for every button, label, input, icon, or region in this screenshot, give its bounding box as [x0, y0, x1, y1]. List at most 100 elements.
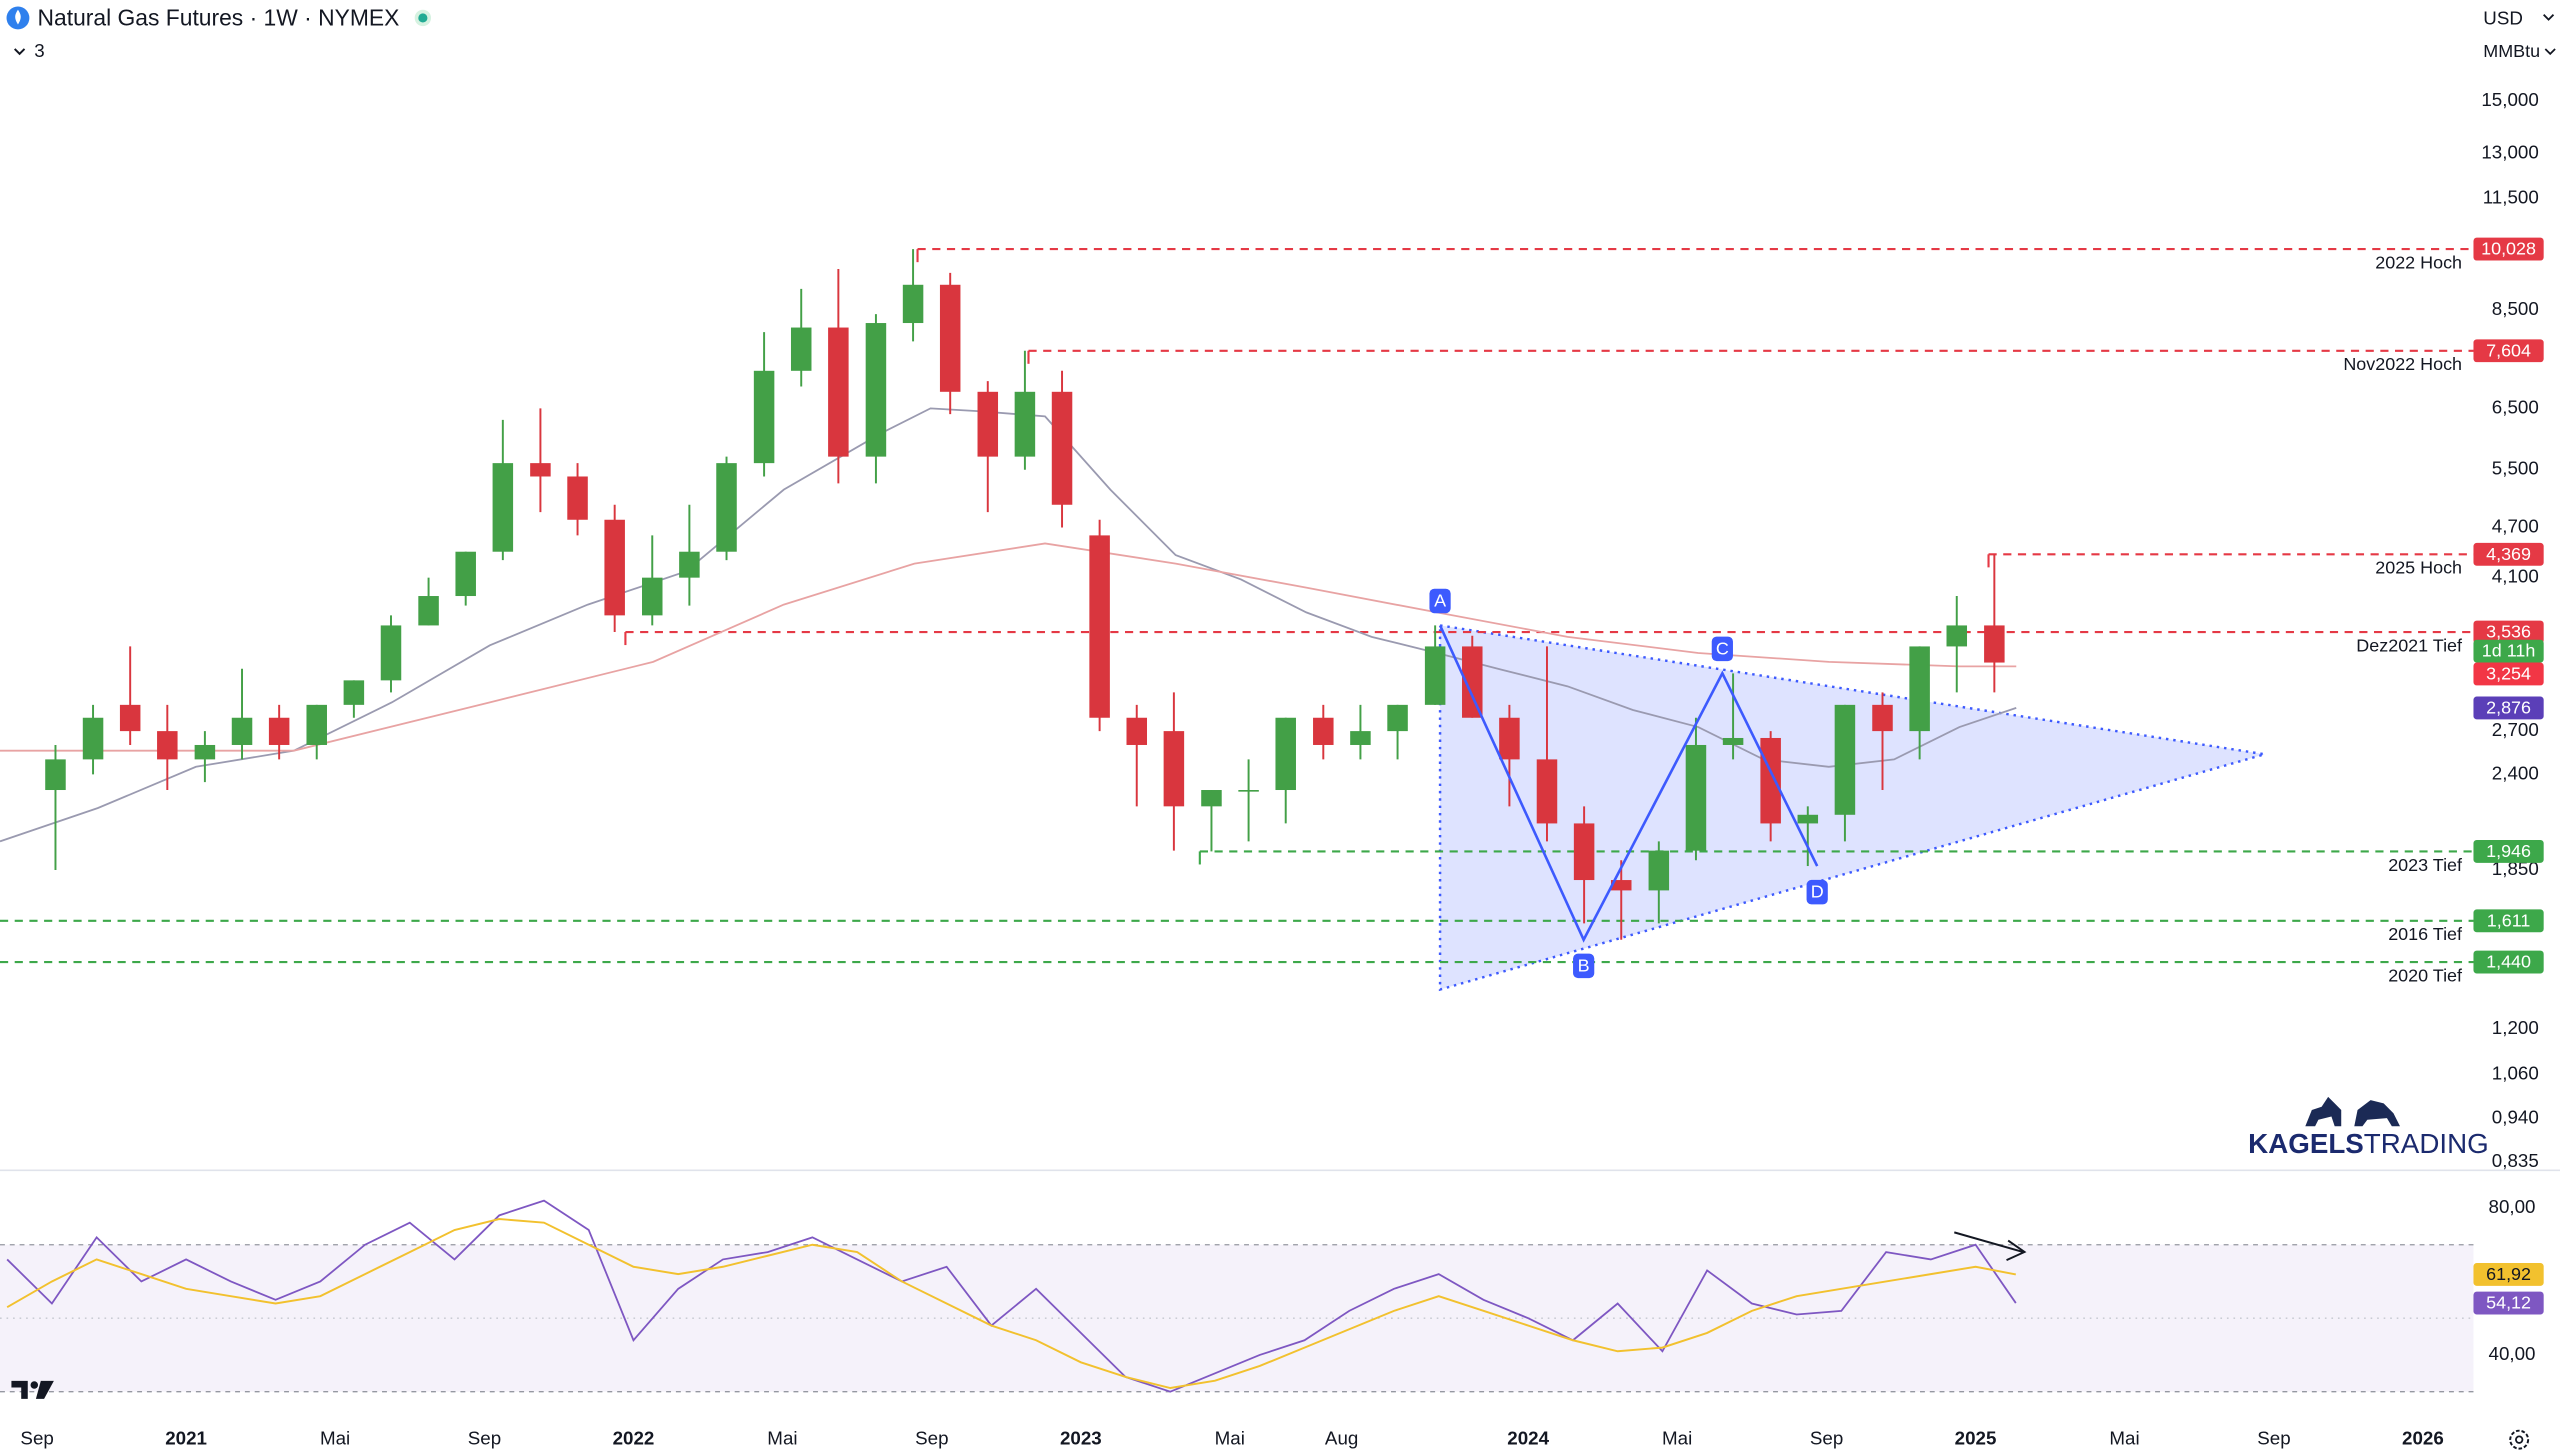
y-tick-label: 1,200 — [2492, 1017, 2539, 1038]
candle-body — [1909, 646, 1930, 732]
settings-button[interactable] — [2509, 1429, 2530, 1450]
level-tag-label: 4,369 — [2486, 544, 2531, 564]
candle-body — [82, 717, 104, 760]
y-tick-label: 5,500 — [2492, 458, 2539, 479]
candle-body — [45, 759, 66, 791]
candle-body — [343, 680, 365, 705]
candle-body — [1573, 823, 1595, 881]
level-tag — [2473, 950, 2544, 974]
rsi-tag — [2473, 1291, 2544, 1315]
candle-body — [1051, 391, 1073, 505]
candle-body — [1387, 704, 1408, 732]
y-tick-label: 13,000 — [2481, 142, 2538, 163]
pattern-point — [1711, 636, 1733, 662]
candle-body — [1238, 790, 1259, 792]
level-tag-label: 3,536 — [2486, 622, 2531, 642]
x-tick-label: 2026 — [2402, 1428, 2444, 1449]
y-tick-label: 15,000 — [2481, 89, 2538, 110]
candle-body — [1499, 717, 1520, 760]
level-name: 2023 Tief — [2388, 855, 2463, 875]
x-tick-label: Sep — [915, 1428, 948, 1449]
currency-chevron[interactable] — [2543, 14, 2555, 21]
x-tick-label: Sep — [468, 1428, 501, 1449]
candle-body — [306, 704, 327, 745]
candle-body — [1648, 850, 1670, 891]
pattern-label: A — [1434, 590, 1446, 610]
candle-body — [716, 463, 737, 552]
level-name: Dez2021 Tief — [2356, 635, 2463, 655]
candle-body — [642, 577, 663, 616]
x-tick-label: 2023 — [1060, 1428, 1102, 1449]
x-tick-label: Mai — [1215, 1428, 1245, 1449]
market-status[interactable] — [418, 13, 428, 23]
watermark-part: KAGELS — [2248, 1128, 2364, 1159]
watermark: KAGELSTRADING — [2248, 1096, 2489, 1159]
x-tick-label: Sep — [1810, 1428, 1843, 1449]
gear-outer — [2509, 1429, 2530, 1450]
candle-body — [530, 463, 551, 477]
level-tag-label: 7,604 — [2486, 340, 2531, 360]
candle-body — [1275, 717, 1296, 791]
y-tick-label: 4,100 — [2492, 566, 2539, 587]
candle-body — [1722, 737, 1744, 745]
countdown-tag — [2473, 639, 2544, 663]
rsi-arrow — [1954, 1231, 2027, 1262]
chart-title[interactable]: Natural Gas Futures · 1W · NYMEX — [38, 5, 400, 31]
price-tag — [2473, 696, 2544, 720]
candle-body — [828, 327, 849, 457]
level-name: 2020 Tief — [2388, 965, 2463, 985]
y-tick-label: 0,940 — [2492, 1107, 2539, 1128]
level-tag-label: 1,611 — [2487, 910, 2531, 930]
logo-part — [30, 1381, 39, 1389]
candle-body — [1536, 759, 1558, 824]
candle-body — [418, 596, 439, 626]
candle-body — [865, 323, 887, 457]
level-name: Nov2022 Hoch — [2343, 354, 2462, 374]
x-tick-label: Sep — [2257, 1428, 2290, 1449]
indicator-count[interactable]: 3 — [34, 40, 44, 61]
x-tick-label: Mai — [1662, 1428, 1692, 1449]
y-tick-label: 11,500 — [2483, 187, 2539, 208]
candle-body — [268, 717, 290, 745]
candle-body — [119, 704, 141, 732]
watermark-text: KAGELSTRADING — [2248, 1128, 2489, 1159]
logo-part — [11, 1380, 28, 1399]
y-tick-label: 4,700 — [2492, 515, 2539, 536]
countdown: 1d 11h — [2482, 641, 2536, 661]
level-name: 2022 Hoch — [2375, 253, 2462, 273]
abcd-pattern — [1438, 624, 1819, 943]
arrow-head — [2006, 1239, 2027, 1262]
arrow-shaft — [1954, 1231, 2024, 1253]
candle-body — [1760, 737, 1781, 824]
candle-body — [1014, 391, 1036, 457]
y-tick-label: 2,400 — [2492, 762, 2539, 783]
unit-chevron[interactable] — [2544, 48, 2556, 56]
currency[interactable]: USD — [2483, 8, 2523, 29]
tv-logo[interactable] — [11, 1380, 54, 1399]
x-tick-label: 2022 — [613, 1428, 655, 1449]
indicator-chevron[interactable] — [14, 48, 26, 56]
level-name: 2025 Hoch — [2375, 558, 2462, 578]
price-tag-label: 2,876 — [2486, 697, 2531, 717]
candle-body — [679, 551, 700, 578]
candle-body — [1834, 704, 1856, 815]
y-tick-label: 2,700 — [2492, 719, 2539, 740]
rsi-tag-label: 54,12 — [2486, 1293, 2531, 1313]
candle-body — [902, 284, 924, 324]
level-tag — [2473, 339, 2544, 363]
pattern-point — [1806, 879, 1828, 905]
level-tag — [2473, 237, 2544, 261]
candle-body — [1462, 646, 1483, 718]
price-tag — [2473, 662, 2544, 686]
y-tick-label: 8,500 — [2492, 298, 2539, 319]
logo-part — [35, 1380, 54, 1399]
y-tick-label: 6,500 — [2492, 396, 2539, 417]
unit[interactable]: MMBtu — [2483, 41, 2540, 61]
candle-body — [380, 625, 402, 681]
candle-body — [1089, 535, 1110, 718]
level-tag-label: 1,440 — [2486, 952, 2531, 972]
level-tag-label: 10,028 — [2481, 239, 2536, 259]
x-tick-label: Mai — [767, 1428, 797, 1449]
level-tag — [2473, 542, 2544, 566]
